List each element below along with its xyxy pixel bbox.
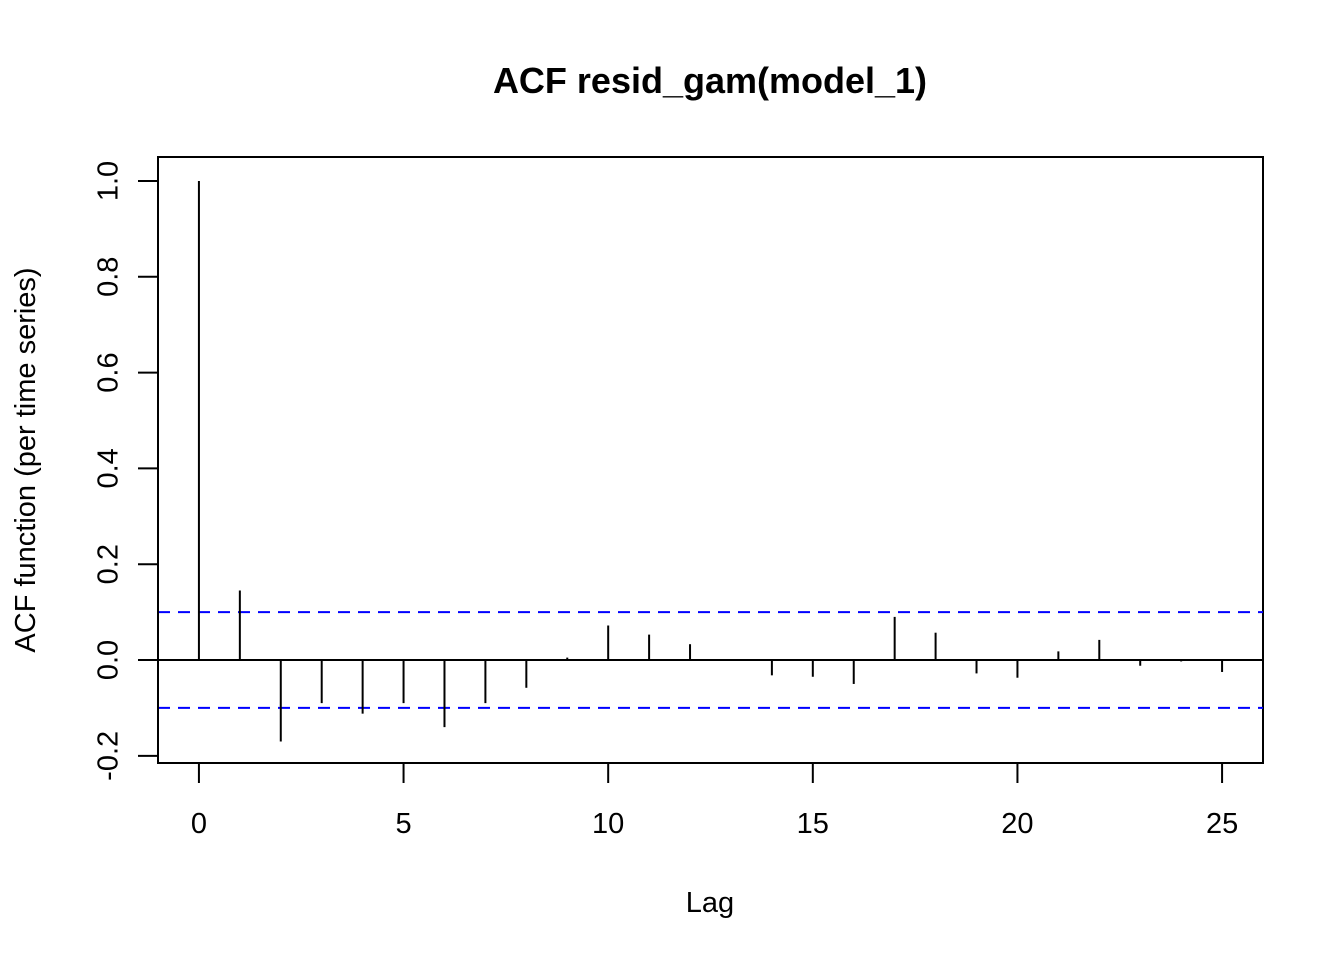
y-tick-label-1: 1.0 xyxy=(93,161,125,201)
plot-area: 0 5 10 15 20 25 -0.2 0.0 0.2 0.4 0.6 0.8 1.0 xyxy=(93,156,1264,840)
y-tick-label--0.2: -0.2 xyxy=(93,731,125,781)
y-tick-label-0.2: 0.2 xyxy=(93,544,125,584)
chart-title: ACF resid_gam(model_1) xyxy=(493,60,927,101)
x-tick-label-5: 5 xyxy=(395,808,411,840)
y-tick-label-0.8: 0.8 xyxy=(93,257,125,297)
x-tick-label-15: 15 xyxy=(797,808,829,840)
y-tick-label-0: 0.0 xyxy=(93,640,125,680)
x-tick-label-10: 10 xyxy=(592,808,624,840)
x-tick-label-0: 0 xyxy=(191,808,207,840)
plot-frame xyxy=(157,156,1264,764)
y-axis-label: ACF function (per time series) xyxy=(10,267,42,652)
x-tick-label-20: 20 xyxy=(1001,808,1033,840)
x-tick-label-25: 25 xyxy=(1206,808,1238,840)
x-axis-label: Lag xyxy=(686,887,734,919)
y-tick-label-0.6: 0.6 xyxy=(93,352,125,392)
y-tick-label-0.4: 0.4 xyxy=(93,448,125,488)
